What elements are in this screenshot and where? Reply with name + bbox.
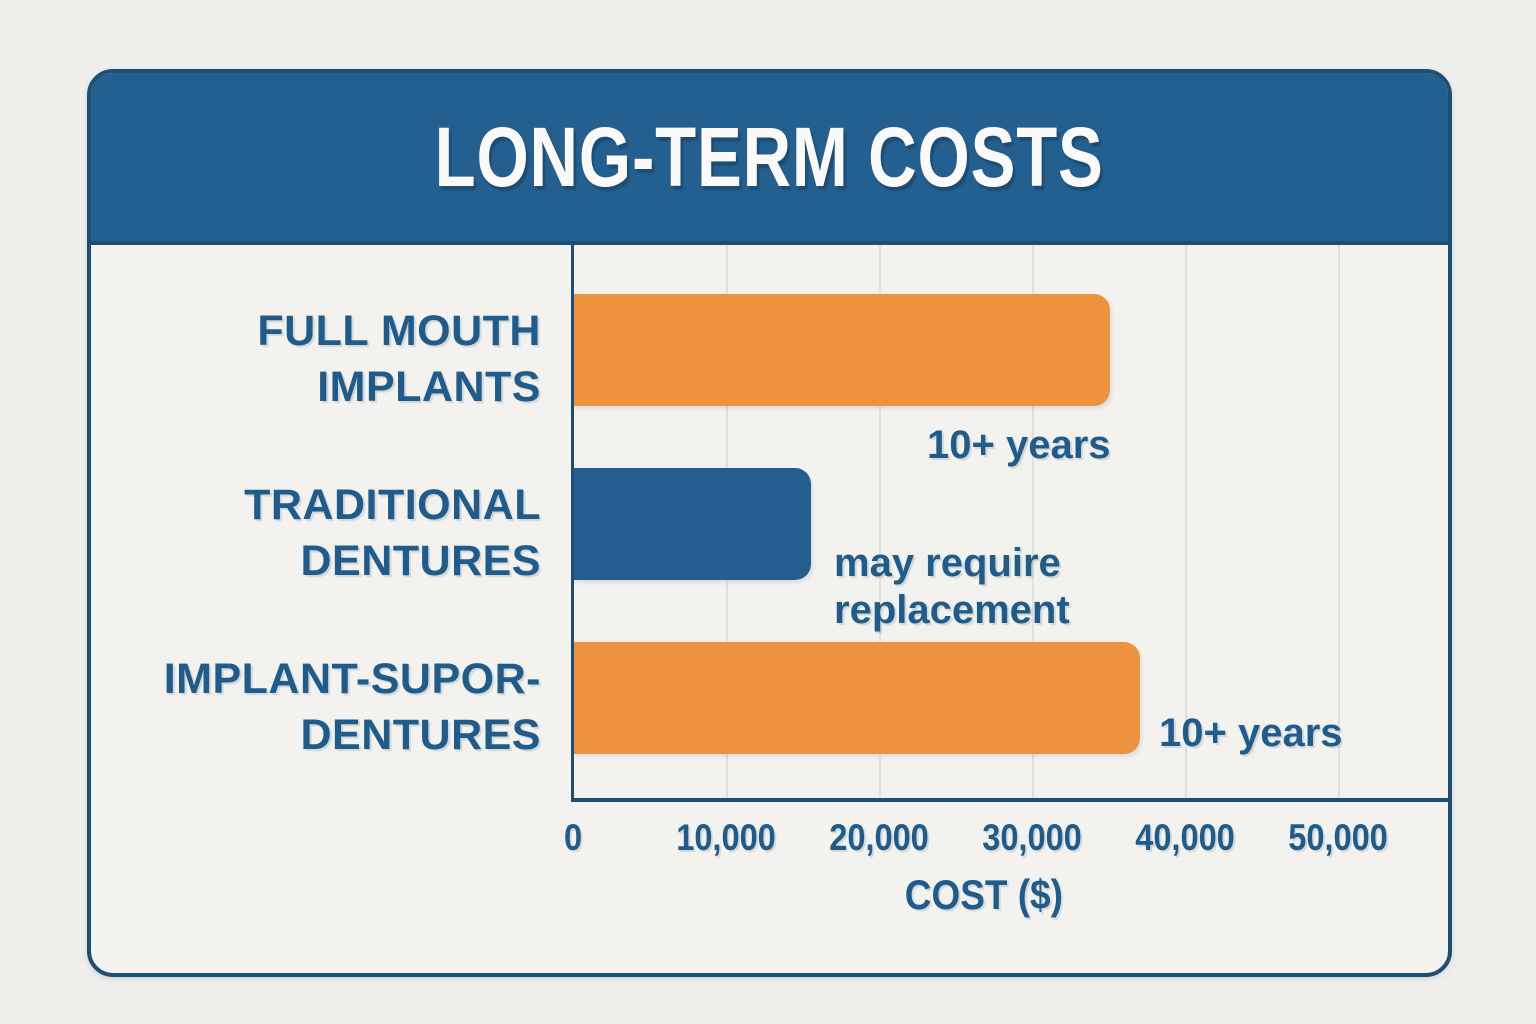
- category-label-implant-supor-dentures: IMPLANT-SUPOR- DENTURES: [91, 652, 541, 764]
- x-axis-title: COST ($): [904, 871, 1063, 918]
- annotation-full-mouth-implants: 10+ years: [927, 423, 1111, 467]
- annotation-implant-supor-dentures: 10+ years: [1159, 711, 1343, 755]
- chart-body: FULL MOUTH IMPLANTS TRADITIONAL DENTURES IMP…: [91, 245, 1448, 969]
- x-tick-10-000: 10,000: [676, 817, 776, 858]
- category-label-line: IMPLANTS: [317, 363, 541, 411]
- gridline-20000: [879, 245, 881, 798]
- category-label-line: DENTURES: [300, 537, 541, 585]
- x-tick-30-000: 30,000: [982, 817, 1082, 858]
- annotation-traditional-dentures: may require replacement: [834, 541, 1070, 633]
- y-axis-line: [571, 245, 574, 802]
- x-tick-40-000: 40,000: [1135, 817, 1235, 858]
- x-axis-ticks: 0 10,000 20,000 30,000 40,000 50,000: [91, 817, 1448, 861]
- category-label-traditional-dentures: TRADITIONAL DENTURES: [91, 478, 541, 590]
- category-label-line: FULL MOUTH: [257, 307, 541, 356]
- chart-header: LONG-TERM COSTS: [91, 73, 1448, 245]
- bar-traditional-dentures: [574, 468, 811, 580]
- x-axis-line: [571, 798, 1448, 802]
- gridline-40000: [1185, 245, 1187, 798]
- x-axis-title-wrap: COST ($): [545, 871, 1422, 919]
- category-label-full-mouth-implants: FULL MOUTH IMPLANTS: [91, 304, 541, 416]
- gridline-30000: [1032, 245, 1034, 798]
- category-label-line: IMPLANT-SUPOR-: [163, 655, 541, 704]
- chart-card: LONG-TERM COSTS FULL MOUTH IMPLANTS TRADIT…: [87, 69, 1452, 977]
- category-labels: FULL MOUTH IMPLANTS TRADITIONAL DENTURES IMP…: [91, 245, 541, 802]
- category-label-line: TRADITIONAL: [244, 481, 541, 530]
- category-label-line: DENTURES: [300, 711, 541, 759]
- bar-implant-supor-dentures: [574, 642, 1140, 754]
- bar-full-mouth-implants: [574, 294, 1110, 406]
- gridline-50000: [1338, 245, 1340, 798]
- x-tick-50-000: 50,000: [1288, 817, 1388, 858]
- chart-title: LONG-TERM COSTS: [434, 109, 1105, 204]
- x-tick-0: 0: [563, 817, 583, 858]
- x-tick-20-000: 20,000: [829, 817, 929, 858]
